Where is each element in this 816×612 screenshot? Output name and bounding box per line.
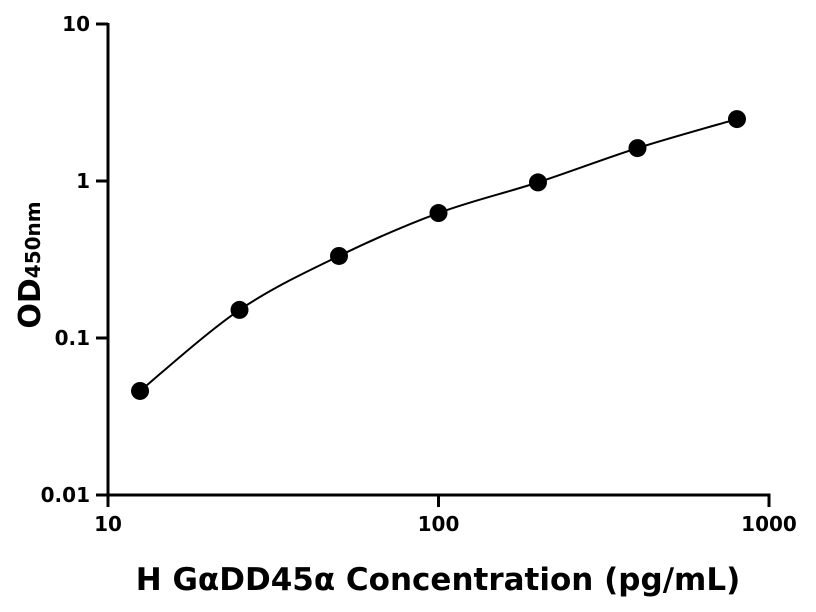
y-axis-label: OD450nm [13,201,48,328]
x-tick-label: 1000 [741,512,797,536]
point [131,381,150,400]
point [330,246,349,265]
y-tick-label: 10 [62,12,90,36]
y-tick-label: 0.01 [41,483,90,507]
point [429,204,448,223]
x-axis-label: H GαDD45α Concentration (pg/mL) [136,562,741,598]
y-axis-label-main: OD [13,278,48,328]
y-tick-label: 0.1 [55,326,90,350]
point [727,110,746,129]
point [628,139,647,158]
x-tick-label: 100 [418,512,460,536]
point [528,173,547,192]
x-tick-label: 10 [94,512,122,536]
point [230,300,249,319]
y-axis-label-sub: 450nm [21,201,45,278]
y-tick-label: 1 [76,169,90,193]
fit-curve [139,118,738,392]
